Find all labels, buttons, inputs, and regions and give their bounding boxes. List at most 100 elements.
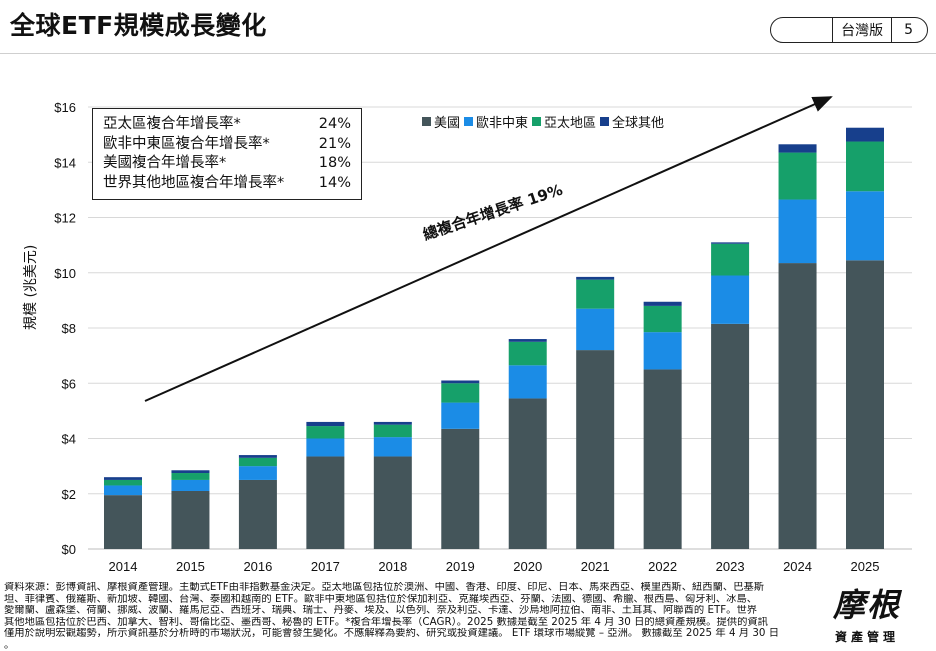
- bar-segment: [306, 456, 345, 549]
- y-axis-label: 規模 (兆美元): [23, 244, 39, 330]
- bar-segment: [778, 144, 817, 153]
- bar-segment: [508, 341, 547, 366]
- chart-legend: 美國 歐非中東 亞太地區 全球其他: [422, 112, 668, 131]
- bar-segment: [846, 260, 884, 549]
- bar-segment: [846, 127, 884, 142]
- cagr-row-emea: 歐非中東區複合年增長率* 21%: [103, 135, 351, 155]
- logo-subtitle: 資產管理: [834, 630, 899, 644]
- x-tick-label: 2015: [176, 559, 205, 574]
- cagr-value: 18%: [318, 155, 351, 171]
- edition-badge: 台灣版 5: [770, 17, 928, 43]
- x-tick-label: 2022: [648, 559, 677, 574]
- bar-segment: [373, 421, 412, 425]
- bar-segment: [508, 398, 547, 549]
- bar-segment: [373, 424, 412, 438]
- bar-segment: [711, 242, 750, 244]
- cagr-value: 14%: [318, 174, 351, 191]
- footnote: 資料來源：彭博資訊、摩根資產管理。主動式ETF由非指數基金決定。亞太地區包括位於…: [4, 582, 794, 651]
- x-tick-label: 2020: [513, 559, 542, 574]
- bar-segment: [441, 383, 480, 403]
- bar-segment: [778, 263, 817, 549]
- legend-item-us: 美國: [422, 112, 460, 131]
- bar-segment: [441, 380, 480, 384]
- bar-segment: [576, 279, 615, 309]
- bar-segment: [508, 365, 547, 399]
- bar-segment: [576, 350, 615, 549]
- company-logo: 摩根 資產管理: [812, 588, 922, 645]
- footnote-line: 其他地區包括位於巴西、加拿大、智利、哥倫比亞、墨西哥、秘魯的 ETF。*複合年增…: [4, 616, 768, 628]
- footnote-line: 資料來源：彭博資訊、摩根資產管理。主動式ETF由非指數基金決定。亞太地區包括位於…: [4, 582, 765, 593]
- bar-segment: [373, 456, 412, 549]
- bar-segment: [306, 421, 345, 427]
- cagr-label: 歐非中東區複合年增長率*: [103, 135, 270, 152]
- bar-segment: [643, 369, 682, 549]
- x-tick-label: 2016: [243, 559, 272, 574]
- bar-segment: [171, 479, 210, 491]
- bar-segment: [576, 308, 615, 351]
- bar-segment: [238, 466, 277, 480]
- y-tick-label: $12: [54, 211, 76, 226]
- bar-segment: [373, 437, 412, 457]
- bar-segment: [846, 141, 884, 192]
- bar-segment: [508, 339, 547, 342]
- x-tick-label: 2024: [783, 559, 812, 574]
- footnote-line: 僅用於說明宏觀趨勢，所示資訊基於分析時的市場狀況，可能會發生變化。不應解釋為要約…: [4, 628, 780, 640]
- trend-arrow: [144, 96, 833, 402]
- bar-segment: [238, 479, 277, 549]
- cagr-label: 美國複合年增長率*: [103, 155, 227, 171]
- cagr-value: 24%: [318, 116, 351, 132]
- edition-label: 台灣版: [832, 18, 891, 42]
- footnote-line: 。: [4, 639, 15, 651]
- bar-segment: [643, 301, 682, 306]
- stacked-bar-chart: $0 $2 $4 $6 $8 $10 $12 $14 $16 2014 2015 2016 2017 20…: [54, 96, 912, 574]
- cagr-label: 亞太區複合年增長率*: [103, 116, 241, 132]
- bar-segment: [238, 457, 277, 467]
- y-tick-label: $4: [62, 432, 76, 447]
- cagr-value: 21%: [318, 135, 351, 152]
- legend-item-apac: 亞太地區: [532, 112, 596, 131]
- bar-segment: [711, 323, 750, 549]
- x-tick-label: 2018: [378, 559, 407, 574]
- cagr-row-rest-of-world: 世界其他地區複合年增長率* 14%: [103, 174, 351, 194]
- bar-segment: [104, 479, 142, 486]
- legend-swatch: [600, 117, 610, 126]
- bar-segment: [711, 275, 750, 324]
- bar-segment: [441, 428, 480, 549]
- legend-label: 亞太地區: [544, 116, 597, 131]
- y-tick-label: $8: [62, 321, 76, 336]
- x-tick-label: 2021: [581, 559, 610, 574]
- cagr-box: 亞太區複合年增長率* 24% 歐非中東區複合年增長率* 21% 美國複合年增長率…: [92, 108, 362, 200]
- legend-swatch: [422, 117, 431, 126]
- y-tick-label: $6: [62, 376, 76, 391]
- legend-swatch: [532, 117, 542, 126]
- legend-label: 歐非中東: [476, 116, 529, 131]
- header-divider: [0, 53, 936, 54]
- legend-label: 美國: [434, 116, 461, 131]
- x-tick-label: 2017: [311, 559, 340, 574]
- y-tick-label: $16: [54, 100, 76, 115]
- bar-segment: [643, 332, 682, 370]
- cagr-label: 世界其他地區複合年增長率*: [103, 174, 285, 191]
- cagr-row-apac: 亞太區複合年增長率* 24%: [103, 115, 351, 135]
- y-tick-label: $2: [62, 487, 76, 502]
- footnote-line: 坦、菲律賓、俄羅斯、新加坡、韓國、台灣、泰國和越南的 ETF。歐非中東地區包括位…: [4, 593, 758, 605]
- bar-segment: [643, 305, 682, 333]
- page-number: 5: [891, 18, 927, 42]
- bar-segment: [306, 438, 345, 457]
- legend-item-rest-of-world: 全球其他: [600, 112, 664, 131]
- footnote-line: 愛爾蘭、盧森堡、荷蘭、挪威、波蘭、羅馬尼亞、西班牙、瑞典、瑞士、丹麥、埃及、以色…: [4, 605, 758, 617]
- bar-segment: [104, 477, 142, 480]
- cagr-row-us: 美國複合年增長率* 18%: [103, 154, 351, 174]
- bar-segment: [104, 485, 142, 496]
- y-tick-label: $0: [62, 542, 76, 557]
- bar-segment: [576, 276, 615, 280]
- bar-segment: [306, 426, 345, 439]
- x-tick-label: 2023: [716, 559, 745, 574]
- legend-swatch: [464, 117, 474, 126]
- page-title: 全球ETF規模成長變化: [10, 11, 267, 40]
- bar-segment: [238, 455, 277, 458]
- logo-mark: 摩根: [832, 586, 901, 624]
- bar-segment: [711, 243, 750, 276]
- y-tick-label: $14: [54, 155, 76, 170]
- legend-label: 全球其他: [612, 116, 665, 131]
